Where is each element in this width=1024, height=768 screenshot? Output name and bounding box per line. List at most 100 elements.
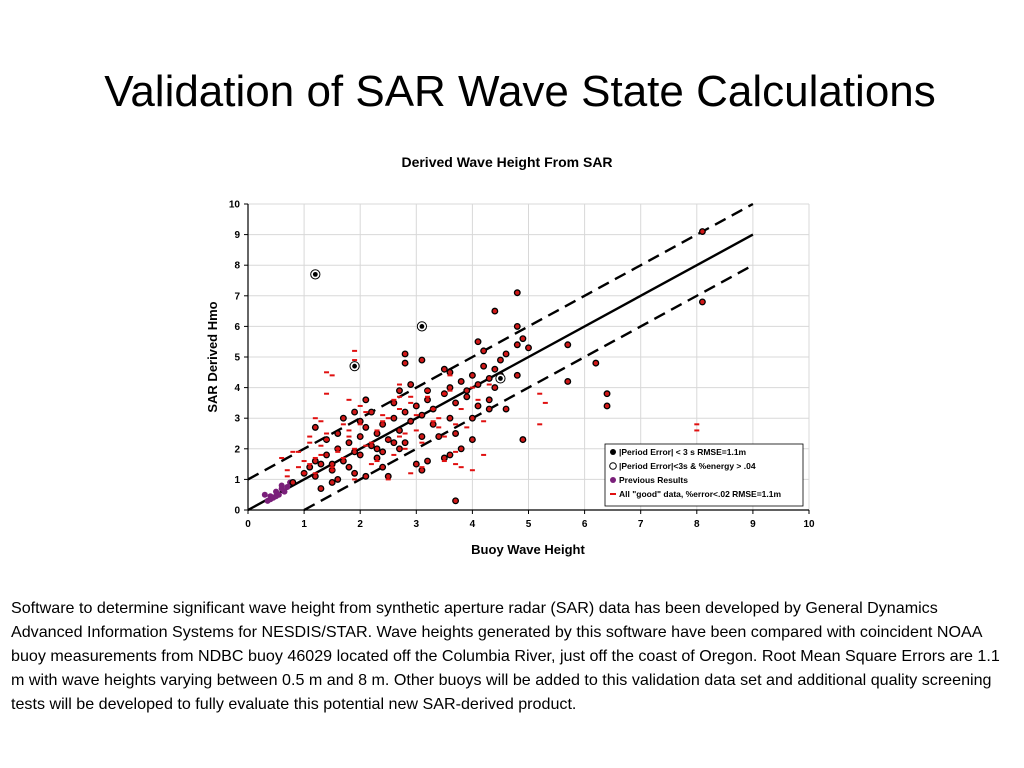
- y-tick-label: 1: [234, 475, 240, 486]
- period-error-point: [311, 457, 319, 465]
- good-data-point: [441, 435, 447, 438]
- period-error-point: [311, 423, 319, 431]
- good-data-point: [335, 450, 341, 453]
- good-data-point: [284, 475, 290, 478]
- x-tick-label: 7: [638, 519, 644, 530]
- legend: |Period Error| < 3 s RMSE=1.1m |Period E…: [604, 443, 804, 507]
- period-error-point: [390, 414, 398, 422]
- period-error-point: [311, 472, 319, 480]
- legend-marker-good: [610, 493, 616, 495]
- energy-point-core: [312, 271, 318, 277]
- period-error-point: [485, 374, 493, 382]
- period-error-point: [502, 350, 510, 358]
- slide-title: Validation of SAR Wave State Calculation…: [104, 67, 936, 116]
- period-error-point: [463, 387, 471, 395]
- x-tick-label: 2: [357, 519, 363, 530]
- period-error-point: [396, 387, 403, 395]
- period-error-point: [468, 436, 476, 444]
- period-error-point: [474, 381, 482, 388]
- x-tick-label: 9: [750, 519, 756, 530]
- y-tick-label: 5: [234, 353, 240, 364]
- good-data-point: [537, 423, 543, 426]
- good-data-point: [312, 417, 318, 420]
- period-error-point: [351, 469, 359, 477]
- good-data-point: [295, 450, 301, 453]
- good-data-point: [694, 429, 700, 432]
- period-error-point: [592, 359, 600, 367]
- x-tick-label: 8: [694, 519, 700, 530]
- period-error-point: [418, 411, 426, 419]
- legend-label-filled: |Period Error| < 3 s RMSE=1.1m: [619, 447, 747, 457]
- period-error-point: [603, 402, 611, 410]
- period-error-point: [367, 442, 375, 450]
- period-error-point: [424, 396, 431, 404]
- good-data-point: [312, 456, 318, 459]
- good-data-point: [391, 453, 397, 456]
- period-error-point: [390, 399, 398, 407]
- good-data-point: [329, 469, 335, 472]
- period-error-point: [362, 423, 370, 431]
- good-data-point: [363, 411, 369, 414]
- previous-result-point: [267, 496, 274, 503]
- legend-marker-filled: [610, 449, 616, 455]
- period-error-point: [446, 384, 454, 392]
- good-data-point: [453, 423, 459, 426]
- period-error-point: [519, 436, 527, 444]
- period-error-point: [497, 356, 504, 364]
- period-error-point: [345, 463, 353, 471]
- good-data-point: [352, 349, 358, 352]
- period-error-point: [345, 439, 353, 447]
- data-points: [261, 228, 706, 505]
- good-data-point: [307, 441, 313, 444]
- good-data-point: [374, 460, 380, 463]
- period-error-point: [356, 451, 364, 459]
- good-data-point: [357, 404, 363, 407]
- good-data-point: [346, 429, 352, 432]
- period-error-point: [564, 378, 572, 385]
- good-data-point: [425, 395, 431, 398]
- good-data-point: [295, 466, 301, 469]
- period-error-point: [513, 341, 521, 349]
- period-error-point: [351, 448, 359, 456]
- good-data-point: [385, 417, 391, 420]
- period-error-point: [480, 347, 488, 355]
- period-error-point: [289, 479, 297, 486]
- period-error-point: [379, 448, 387, 456]
- period-error-point: [323, 451, 330, 459]
- legend-box: [604, 443, 804, 507]
- good-data-point: [301, 472, 307, 475]
- period-error-point: [474, 338, 482, 346]
- good-data-point: [352, 478, 358, 481]
- previous-result-point: [273, 493, 280, 500]
- good-data-point: [542, 401, 548, 404]
- good-data-point: [324, 432, 330, 435]
- period-error-point: [362, 396, 370, 404]
- period-error-point: [440, 454, 448, 462]
- y-tick-label: 8: [234, 261, 240, 272]
- y-tick-label: 6: [234, 322, 240, 333]
- tick-labels: 0 1 2 3 4 5 6 7 8 9 10 0 1 2 3 4 5 6 7 8 9 10: [229, 200, 815, 531]
- good-data-point: [481, 453, 487, 456]
- good-data-point: [396, 408, 402, 411]
- period-error-point: [328, 460, 336, 468]
- good-data-point: [430, 420, 436, 423]
- y-tick-label: 0: [234, 506, 240, 517]
- y-tick-label: 3: [234, 414, 240, 425]
- legend-label-open: |Period Error|<3s & %energy > .04: [619, 461, 756, 471]
- good-data-point: [301, 460, 307, 463]
- legend-label-good: All "good" data, %error<.02 RMSE=1.1m: [619, 489, 781, 499]
- good-data-point: [290, 450, 296, 453]
- good-data-point: [284, 469, 290, 472]
- body-text: Software to determine significant wave h…: [11, 599, 1000, 713]
- axes: [244, 203, 810, 514]
- period-error-point: [452, 430, 460, 437]
- period-error-point: [513, 371, 521, 379]
- period-error-point: [317, 460, 325, 468]
- period-error-point: [407, 381, 415, 388]
- good-data-point: [357, 423, 363, 426]
- energy-point-core: [498, 376, 503, 381]
- x-tick-label: 5: [526, 519, 532, 530]
- period-error-point: [452, 497, 460, 505]
- legend-label-previous: Previous Results: [619, 475, 688, 485]
- good-data-point: [475, 398, 481, 401]
